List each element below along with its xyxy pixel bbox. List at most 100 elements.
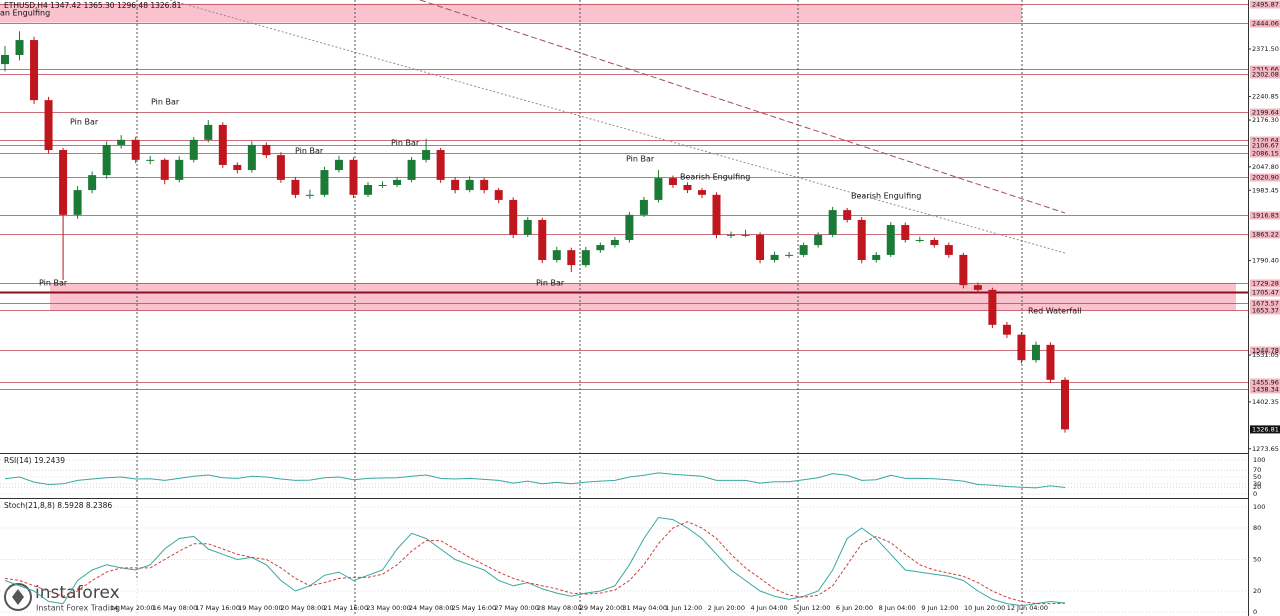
level-label: 1653.37 — [1252, 307, 1279, 315]
x-tick-label: 17 May 16:00 — [195, 604, 240, 612]
candle-body — [334, 159, 343, 171]
annotation: Red Waterfall — [1028, 307, 1082, 316]
level-label-box — [1250, 108, 1280, 117]
candle-body — [102, 144, 111, 176]
level-label-box — [1250, 288, 1280, 297]
candle-body — [625, 214, 634, 240]
candle-body — [668, 178, 677, 185]
candle-body — [189, 139, 198, 160]
level-label-box — [1250, 279, 1280, 288]
x-tick-label: 16 May 08:00 — [153, 604, 198, 612]
candle-body — [276, 155, 285, 180]
level-label: 1863.22 — [1252, 231, 1279, 239]
x-tick-label: 19 May 00:00 — [238, 604, 283, 612]
candle-body — [494, 190, 503, 200]
x-tick-label: 27 May 00:00 — [494, 604, 539, 612]
x-tick-label: 10 Jun 20:00 — [964, 604, 1005, 612]
candle-body — [901, 225, 910, 240]
y-tick-label: 0 — [1253, 490, 1257, 498]
annotation: Pin Bar — [626, 155, 655, 164]
y-tick-label: 30 — [1253, 480, 1261, 488]
y-tick-label: 2047.80 — [1252, 163, 1279, 171]
y-tick-label: 2371.50 — [1252, 45, 1279, 53]
x-tick-label: 23 May 00:00 — [366, 604, 411, 612]
candle-body — [639, 199, 648, 215]
level-label: 1673.57 — [1252, 300, 1279, 308]
x-tick-label: 20 May 08:00 — [281, 604, 326, 612]
brand-logo: instaforex Instant Forex Trading — [2, 580, 144, 614]
candle-body — [131, 139, 140, 160]
candle-body — [828, 210, 837, 235]
level-label: 2315.66 — [1252, 66, 1279, 74]
level-label-box — [1250, 70, 1280, 79]
level-label-box — [1250, 299, 1280, 308]
candle-body — [291, 179, 300, 195]
level-label-box — [1250, 378, 1280, 387]
level-label-box — [1250, 306, 1280, 315]
trend-line — [419, 0, 1066, 214]
y-tick-label: 2176.30 — [1252, 116, 1279, 124]
candle-body — [509, 199, 518, 235]
x-tick-label: 21 May 16:00 — [324, 604, 369, 612]
zone — [0, 3, 1022, 23]
candle-body — [204, 124, 213, 140]
candle-body — [567, 250, 576, 266]
x-tick-label: 8 Jun 04:00 — [879, 604, 916, 612]
y-tick-label: 1983.45 — [1252, 186, 1279, 194]
candle-body — [117, 139, 126, 145]
candle-body — [146, 159, 155, 161]
candle-body — [538, 219, 547, 261]
candle-body — [305, 194, 314, 196]
candle-body — [436, 150, 445, 180]
candle-body — [218, 124, 227, 165]
level-label: 2302.08 — [1252, 71, 1279, 79]
x-tick-label: 29 May 20:00 — [580, 604, 625, 612]
x-tick-label: 9 Jun 12:00 — [921, 604, 958, 612]
candle-body — [320, 170, 329, 195]
annotation: Pin Bar — [295, 147, 324, 156]
level-label: 2086.15 — [1252, 150, 1279, 158]
candle-body — [30, 40, 39, 101]
level-label: 1705.47 — [1252, 289, 1279, 297]
candle-body — [988, 289, 997, 325]
candle-body — [233, 164, 242, 171]
indicator-line — [4, 521, 1066, 605]
candle-body — [930, 239, 939, 246]
chart-header: ETHUSD,H4 1347.42 1365.30 1296.48 1326.8… — [4, 1, 182, 10]
level-label: 1455.96 — [1252, 379, 1279, 387]
candle-body — [610, 239, 619, 246]
logo-icon — [4, 583, 32, 611]
x-tick-label: 6 Jun 20:00 — [836, 604, 873, 612]
level-label: 2444.06 — [1252, 20, 1279, 28]
candle-body — [683, 184, 692, 191]
level-label-box — [1250, 136, 1280, 145]
candle-body — [349, 159, 358, 195]
y-tick-label: 20 — [1253, 483, 1261, 491]
level-label: 1438.34 — [1252, 386, 1279, 394]
level-label-box — [1250, 211, 1280, 220]
annotation: an Engulfing — [0, 9, 50, 18]
candle-body — [741, 234, 750, 236]
candle-body — [727, 234, 736, 236]
candle-body — [88, 175, 97, 191]
candle-body — [465, 179, 474, 191]
logo-icon — [12, 589, 24, 605]
level-label-box — [1250, 65, 1280, 74]
candle-body — [756, 234, 765, 261]
x-tick-label: 25 May 16:00 — [452, 604, 497, 612]
brand-tagline: Instant Forex Trading — [36, 604, 120, 613]
current-price-box — [1250, 425, 1280, 434]
candle-body — [160, 159, 169, 180]
annotation: Pin Bar — [151, 98, 180, 107]
y-tick-label: 1273.65 — [1252, 445, 1279, 453]
y-tick-label: 20 — [1253, 587, 1261, 595]
current-price-label: 1326.81 — [1252, 425, 1279, 433]
zone — [50, 282, 1236, 311]
y-tick-label: 0 — [1253, 608, 1257, 616]
candle-body — [393, 179, 402, 185]
candle-body — [262, 144, 271, 156]
candle-body — [378, 184, 387, 186]
brand-name: instaforex — [35, 583, 120, 603]
level-label: 1916.83 — [1252, 212, 1279, 220]
y-tick-label: 70 — [1253, 466, 1261, 474]
